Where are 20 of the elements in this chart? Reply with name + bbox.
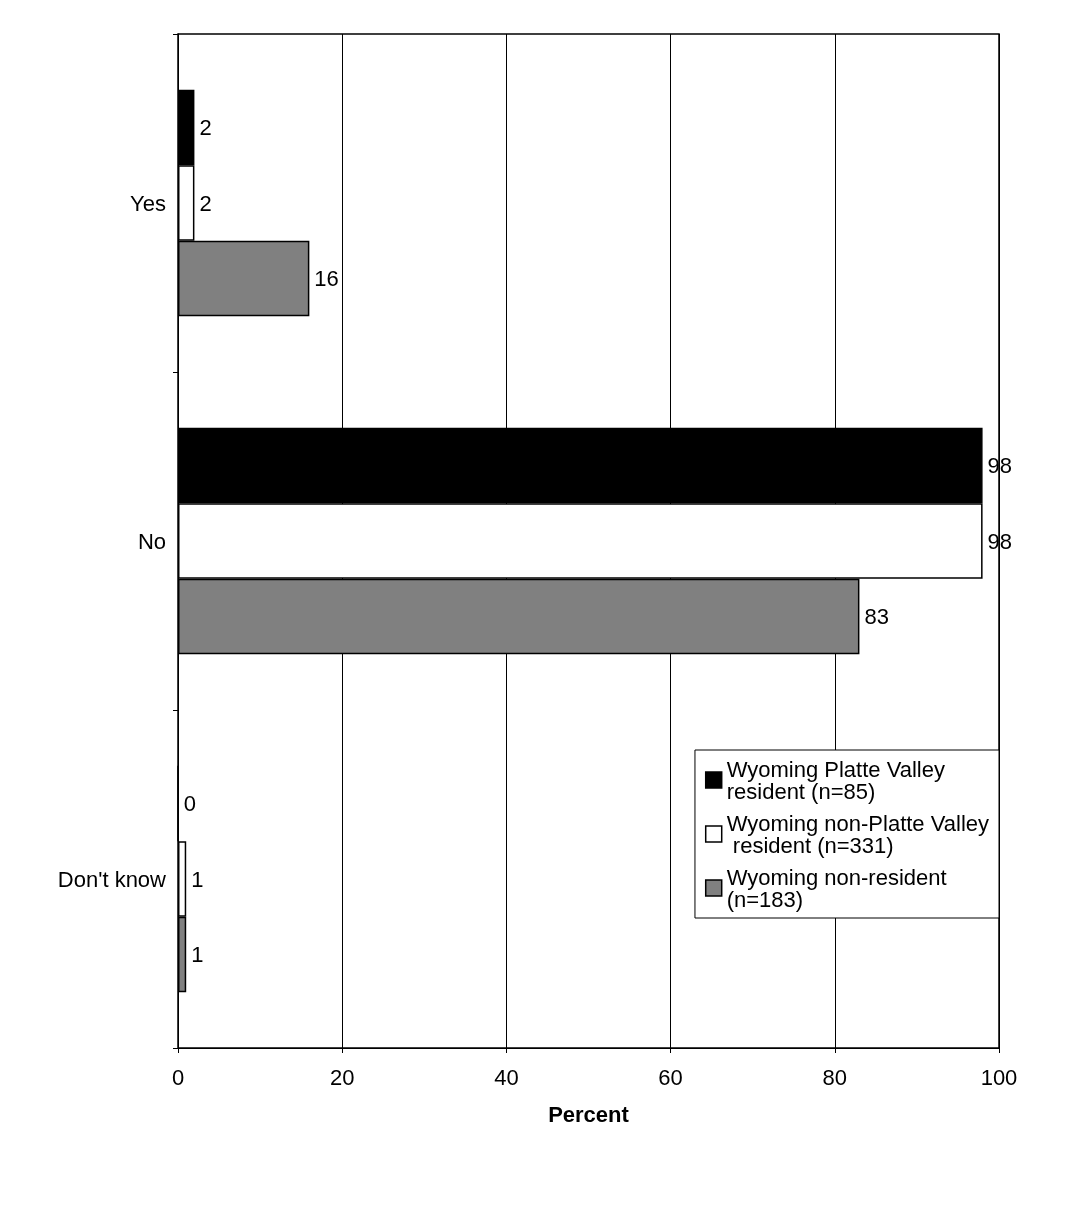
x-tick-label: 60 [658, 1064, 683, 1090]
y-tick-label: Yes [130, 190, 166, 216]
legend-label: Wyoming non-resident (n=183) [726, 864, 953, 912]
data-label: 1 [191, 941, 204, 967]
data-label: 2 [199, 115, 212, 141]
data-label: 1 [191, 866, 204, 892]
x-tick-label: 100 [980, 1064, 1018, 1090]
legend-label: Wyoming Platte Valley resident (n=85) [726, 756, 952, 804]
x-axis-title: Percent [548, 1101, 630, 1127]
y-tick-label: No [137, 528, 166, 554]
data-label: 2 [199, 190, 212, 216]
data-label: 0 [183, 791, 196, 817]
y-tick-label: Don't know [57, 866, 167, 892]
data-label: 16 [314, 265, 339, 291]
x-tick-label: 80 [822, 1064, 848, 1090]
legend-label: Wyoming non-Platte Valley resident (n=331) [726, 810, 989, 858]
data-label: 83 [864, 603, 889, 629]
x-tick-label: 0 [171, 1064, 185, 1090]
x-tick-label: 40 [494, 1064, 519, 1090]
x-tick-label: 20 [329, 1064, 355, 1090]
